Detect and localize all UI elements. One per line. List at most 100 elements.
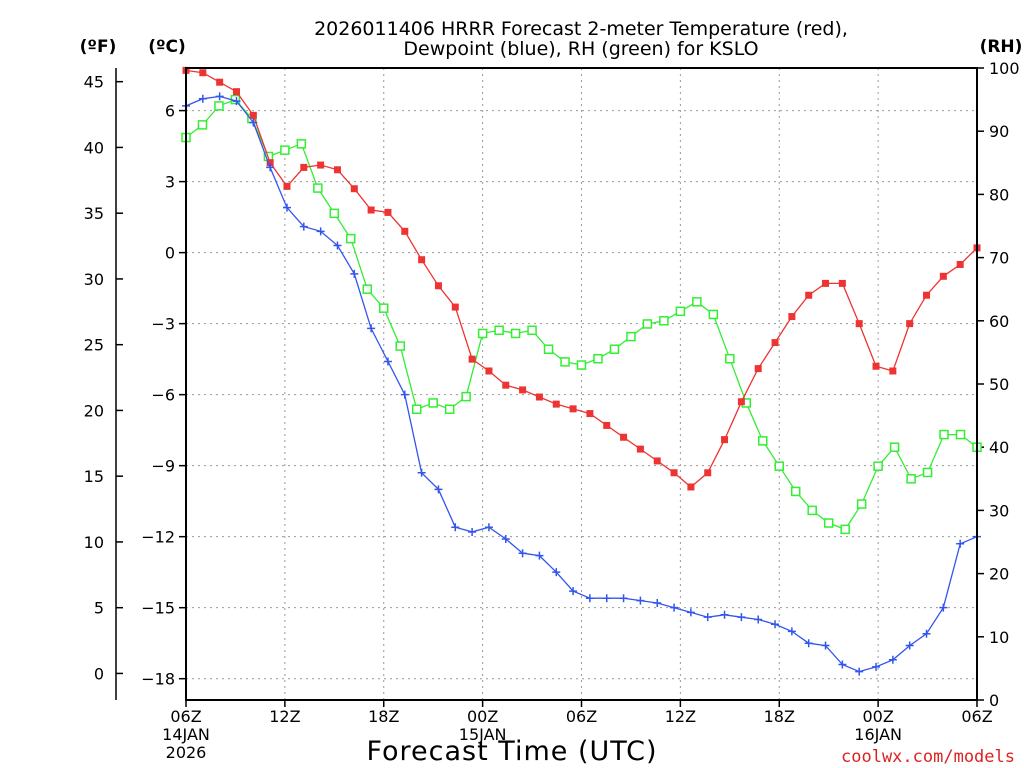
temperature-point bbox=[350, 185, 358, 193]
temperature-point bbox=[721, 436, 729, 444]
dewpoint-point bbox=[333, 241, 342, 250]
x-tick-label: 06Z bbox=[170, 707, 201, 726]
temperature-point bbox=[367, 206, 375, 214]
dewpoint-point bbox=[535, 551, 544, 560]
rh-tick-label: 80 bbox=[989, 185, 1009, 204]
rh-point bbox=[758, 436, 768, 446]
temperature-point bbox=[855, 320, 863, 328]
dewpoint-point bbox=[215, 92, 224, 101]
temperature-point bbox=[401, 227, 409, 235]
x-tick-label: 18Z bbox=[368, 707, 399, 726]
rh-tick-label: 90 bbox=[989, 122, 1009, 141]
dewpoint-point bbox=[350, 269, 359, 278]
dewpoint-point bbox=[198, 94, 207, 103]
fahrenheit-axis-unit: (ºF) bbox=[80, 37, 117, 57]
rh-point bbox=[280, 145, 290, 155]
rh-point bbox=[955, 429, 966, 440]
rh-point bbox=[922, 467, 933, 478]
x-axis-title: Forecast Time (UTC) bbox=[366, 736, 657, 767]
rh-point bbox=[626, 331, 636, 342]
celsius-tick-label: −6 bbox=[151, 386, 175, 405]
rh-point bbox=[889, 442, 900, 452]
rh-point bbox=[593, 353, 603, 364]
celsius-tick-label: −3 bbox=[151, 315, 175, 334]
rh-point bbox=[840, 524, 850, 535]
rh-tick-label: 60 bbox=[989, 312, 1009, 331]
temperature-point bbox=[485, 367, 493, 375]
x-tick-label: 12Z bbox=[269, 707, 300, 726]
rh-point bbox=[329, 208, 340, 219]
temperature-series bbox=[182, 66, 981, 491]
dewpoint-point bbox=[872, 662, 881, 671]
fahrenheit-tick-label: 15 bbox=[84, 467, 104, 486]
x-tick-label: 00Z bbox=[467, 707, 498, 726]
rh-point bbox=[823, 518, 834, 528]
temperature-point bbox=[384, 208, 392, 216]
temperature-point bbox=[603, 421, 611, 429]
dewpoint-point bbox=[838, 660, 847, 669]
dewpoint-point bbox=[468, 527, 477, 536]
rh-point bbox=[296, 139, 307, 149]
dewpoint-point bbox=[905, 641, 914, 650]
x-tick-date: 16JAN bbox=[854, 725, 902, 744]
celsius-tick-label: −15 bbox=[141, 599, 175, 618]
temperature-point bbox=[771, 339, 779, 347]
dewpoint-point bbox=[602, 594, 611, 603]
temperature-point bbox=[704, 469, 712, 477]
grid bbox=[186, 68, 977, 700]
rh-tick-label: 0 bbox=[989, 691, 999, 710]
rh-tick-label: 70 bbox=[989, 249, 1009, 268]
x-tick-date: 15JAN bbox=[459, 725, 507, 744]
temperature-point bbox=[569, 405, 577, 413]
rh-point bbox=[906, 474, 916, 484]
rh-point bbox=[725, 353, 735, 364]
x-tick-year: 2026 bbox=[166, 743, 207, 762]
fahrenheit-tick-label: 5 bbox=[94, 599, 104, 618]
dewpoint-point bbox=[451, 523, 460, 532]
rh-tick-label: 20 bbox=[989, 565, 1009, 584]
temperature-point bbox=[451, 303, 459, 311]
rh-point bbox=[527, 325, 537, 336]
dewpoint-point bbox=[939, 603, 948, 612]
celsius-tick-label: −18 bbox=[141, 670, 175, 689]
temperature-point bbox=[754, 365, 762, 373]
temperature-point bbox=[923, 291, 931, 299]
dewpoint-point bbox=[703, 613, 712, 622]
plot-frame bbox=[185, 67, 978, 701]
rh-point bbox=[873, 461, 883, 471]
rh-series bbox=[181, 94, 982, 535]
temperature-point bbox=[434, 282, 442, 290]
fahrenheit-tick-label: 25 bbox=[84, 336, 104, 355]
dewpoint-point bbox=[888, 655, 897, 664]
dewpoint-point bbox=[737, 613, 746, 622]
celsius-tick-label: −9 bbox=[151, 457, 175, 476]
temperature-point bbox=[939, 272, 947, 280]
dewpoint-point bbox=[383, 357, 392, 366]
dewpoint-point bbox=[518, 549, 527, 558]
dewpoint-point bbox=[585, 594, 594, 603]
dewpoint-point bbox=[787, 627, 796, 636]
temperature-point bbox=[586, 410, 594, 418]
temperature-point bbox=[838, 279, 846, 287]
dewpoint-point bbox=[804, 639, 813, 648]
dewpoint-point bbox=[501, 535, 510, 544]
temperature-point bbox=[317, 161, 325, 169]
celsius-tick-label: −12 bbox=[141, 528, 175, 547]
dewpoint-point bbox=[249, 118, 258, 127]
dewpoint-point bbox=[619, 594, 628, 603]
celsius-tick-label: 3 bbox=[165, 173, 175, 192]
temperature-point bbox=[670, 469, 678, 477]
fahrenheit-tick-label: 45 bbox=[84, 73, 104, 92]
temperature-point bbox=[199, 69, 207, 77]
temperature-point bbox=[535, 393, 543, 401]
temperature-point bbox=[906, 320, 914, 328]
rh-point bbox=[609, 344, 620, 354]
rh-point bbox=[659, 316, 669, 326]
rh-point bbox=[444, 404, 455, 415]
rh-point bbox=[313, 183, 323, 193]
dewpoint-line bbox=[185, 95, 978, 673]
temperature-point bbox=[502, 381, 510, 389]
dewpoint-point bbox=[771, 620, 780, 629]
temperature-point bbox=[687, 483, 695, 491]
